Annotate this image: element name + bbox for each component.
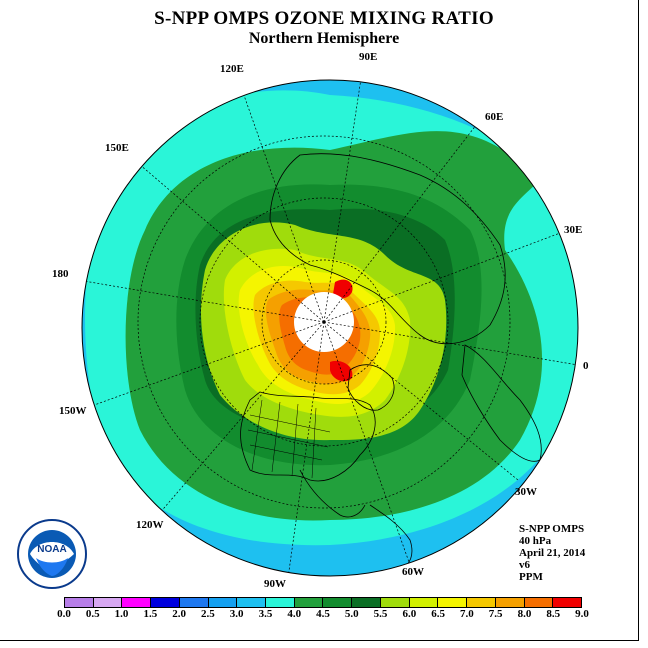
colorbar-tick-label: 1.0 [114, 608, 129, 620]
colorbar-swatch [323, 598, 353, 607]
colorbar-tick-label: 7.5 [488, 608, 503, 620]
lon-label-120e: 120E [220, 63, 244, 75]
colorbar-swatch [352, 598, 381, 607]
colorbar-swatch [179, 598, 209, 607]
map-title: S-NPP OMPS OZONE MIXING RATIO [154, 8, 494, 29]
colorbar [64, 597, 582, 608]
eurasia-coast [269, 153, 506, 345]
colorbar-tick-label: 8.5 [546, 608, 561, 620]
colorbar-tick-label: 0.0 [57, 608, 71, 620]
colorbar-tick-label: 6.0 [402, 608, 417, 620]
lon-label-30e: 30E [564, 224, 583, 236]
colorbar-swatch [294, 598, 324, 607]
colorbar-swatch [467, 598, 496, 607]
band-8.5-9.0-max-b [330, 360, 353, 382]
info-instrument: S-NPP OMPS [519, 523, 585, 535]
colorbar-swatch [65, 598, 94, 607]
colorbar-tick-label: 5.0 [344, 608, 359, 620]
meridians [82, 80, 578, 576]
colorbar-swatch [553, 598, 581, 607]
lon-label-90w: 90W [264, 578, 286, 590]
colorbar-swatch [524, 598, 554, 607]
colorbar-tick-label: 3.5 [258, 608, 273, 620]
colorbar-swatch [93, 598, 123, 607]
colorbar-tick-label: 4.0 [287, 608, 302, 620]
colorbar-tick-label: 9.0 [575, 608, 589, 620]
colorbar-tick-label: 8.0 [517, 608, 532, 620]
colorbar-tick-label: 2.5 [201, 608, 215, 620]
colorbar-tick-label: 5.5 [373, 608, 388, 620]
map-subtitle: Northern Hemisphere [248, 30, 400, 47]
noaa-logo: NOAA [17, 519, 87, 589]
central-america-coast [299, 469, 366, 518]
map-boundary [81, 79, 579, 577]
colorbar-tick-label: 2.0 [172, 608, 186, 620]
lon-label-90e: 90E [359, 51, 378, 63]
lon-label-150w: 150W [59, 405, 87, 417]
us-state-borders [247, 399, 331, 479]
colorbar-swatch [495, 598, 525, 607]
colorbar-swatch [438, 598, 468, 607]
lon-label-0: 0 [583, 360, 589, 372]
lon-label-30w: 30W [515, 486, 537, 498]
lon-label-120w: 120W [136, 519, 164, 531]
greenland-coast [347, 364, 395, 411]
colorbar-swatch [380, 598, 410, 607]
product-info: S-NPP OMPS 40 hPa April 21, 2014 v6 PPM [519, 523, 585, 583]
colorbar-swatch [208, 598, 238, 607]
colorbar-tick-label: 1.5 [143, 608, 158, 620]
colorbar-tick-label: 6.5 [431, 608, 445, 620]
latitude-circles [137, 135, 511, 509]
colorbar-swatch [237, 598, 267, 607]
colorbar-tick-label: 0.5 [85, 608, 100, 620]
north-america-coast [240, 391, 376, 482]
lon-label-180: 180 [52, 268, 69, 280]
colorbar-swatch [122, 598, 152, 607]
lon-label-60w: 60W [402, 566, 424, 578]
colorbar-swatch [409, 598, 439, 607]
colorbar-swatch [151, 598, 180, 607]
info-pressure-level: 40 hPa [519, 535, 552, 547]
colorbar-tick-label: 4.5 [316, 608, 330, 620]
colorbar-tick-label: 7.0 [460, 608, 474, 620]
colorbar-swatch [266, 598, 295, 607]
lon-label-60e: 60E [485, 111, 504, 123]
plot-frame [0, 0, 639, 641]
colorbar-tick-label: 3.0 [229, 608, 244, 620]
info-date: April 21, 2014 [519, 547, 586, 559]
lon-label-150e: 150E [105, 142, 129, 154]
noaa-logo-text: NOAA [37, 544, 66, 555]
band-8.5-9.0-max [333, 279, 353, 299]
info-version: v6 [519, 559, 530, 571]
info-units: PPM [519, 571, 543, 583]
